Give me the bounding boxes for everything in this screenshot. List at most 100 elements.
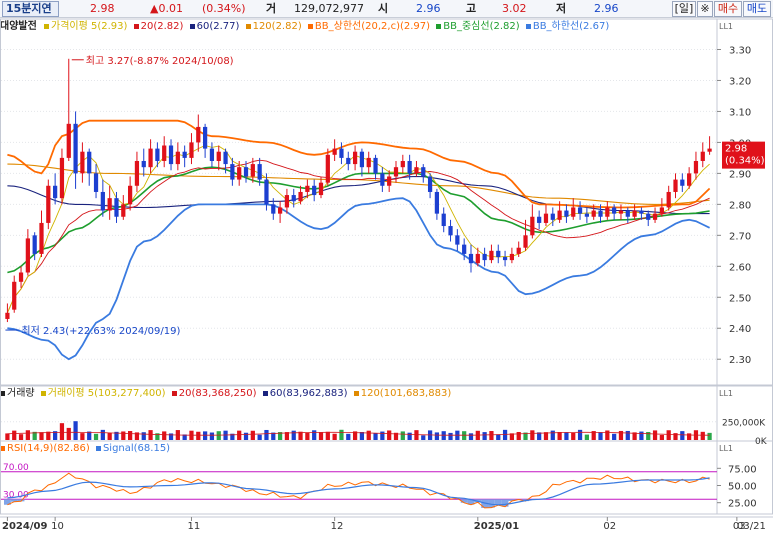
candle-body <box>359 151 365 168</box>
price-change: ▲0.01 <box>150 2 183 15</box>
open-label: 시 <box>378 2 389 15</box>
legend-rsi: RSI(14,9)(82.86) <box>0 443 90 454</box>
candle-body <box>141 160 146 168</box>
volume-bar <box>639 431 644 440</box>
candle-body <box>155 148 160 161</box>
candle-body <box>659 207 664 214</box>
volume-bar <box>168 433 174 440</box>
low-marker-label: 최저 2.43(+22.63% 2024/09/19) <box>21 325 180 337</box>
rsi-oversold-fill <box>467 499 475 505</box>
volume-tick-label: 0K <box>755 437 768 447</box>
volume-bar <box>325 431 330 440</box>
x-tick-label: 11 <box>187 521 200 532</box>
volume-bar <box>12 430 17 440</box>
candle-body <box>680 179 685 186</box>
candle-body <box>571 207 576 217</box>
stock-name: 대양발전 <box>0 21 37 32</box>
candle-body <box>346 157 351 165</box>
candle-body <box>271 204 276 214</box>
candle-body <box>400 160 405 168</box>
ma20-line <box>6 159 710 313</box>
volume-label: 거 <box>266 2 277 15</box>
volume-bar <box>243 432 249 440</box>
interval-dropdown[interactable]: 15분지연 <box>2 1 59 17</box>
candle-body <box>312 185 317 196</box>
candle-body <box>339 148 344 158</box>
legend-swatch <box>525 23 531 29</box>
volume-bar <box>121 431 126 440</box>
legend-swatch <box>0 445 5 451</box>
volume-bar <box>400 431 405 440</box>
sell-button[interactable]: 매도 <box>743 1 771 17</box>
x-last-date-label: 03/21 <box>737 521 766 532</box>
candle-body <box>468 253 474 264</box>
volume-bar <box>312 430 317 440</box>
price-change-pct: (0.34%) <box>202 2 246 15</box>
volume-ma20-line <box>7 431 710 436</box>
volume-bar <box>162 431 167 440</box>
candle-body <box>509 253 515 261</box>
volume-bar <box>155 433 160 440</box>
volume-bar <box>100 429 105 440</box>
price-legend: 대양발전 가격이평 5(2.93) 20(2.82) 60(2.77) 120(… <box>0 19 612 34</box>
volume-bar <box>707 432 712 440</box>
legend-swatch <box>95 445 101 451</box>
candle-body <box>393 167 399 177</box>
volume-bar <box>516 431 521 440</box>
candle-body <box>284 195 290 208</box>
candle-body <box>39 222 44 254</box>
legend-swatch <box>245 23 251 29</box>
candle-body <box>59 157 65 199</box>
volume-bar <box>230 433 235 440</box>
volume-bar <box>339 429 344 440</box>
candle-body <box>482 253 487 261</box>
legend-signal: Signal(68.15) <box>95 443 170 454</box>
candle-body <box>366 157 371 168</box>
buy-button[interactable]: 매수 <box>714 1 742 17</box>
panel-corner-label: LL1 <box>719 22 733 31</box>
candle-body <box>441 213 446 227</box>
volume-bar <box>237 430 242 440</box>
legend-ma120: 120(2.82) <box>245 21 302 32</box>
candle-body <box>530 216 535 236</box>
stock-chart[interactable]: LL1LL1LL13.303.203.103.002.902.802.702.6… <box>0 18 773 533</box>
volume-bar <box>25 430 30 440</box>
candle-body <box>462 244 467 254</box>
candle-body <box>502 257 508 261</box>
candle-body <box>618 210 624 214</box>
candle-body <box>687 173 692 186</box>
legend-bb-middle: BB_중심선(2.82) <box>436 21 520 32</box>
volume-bar <box>216 431 221 440</box>
volume-bar <box>202 431 208 440</box>
panel-corner-label: LL1 <box>719 389 733 398</box>
volume-bar <box>346 433 351 440</box>
legend-swatch <box>44 23 49 29</box>
volume-bar <box>134 432 140 440</box>
candle-body <box>32 235 37 254</box>
candle-body <box>407 160 412 174</box>
candle-body <box>148 148 153 168</box>
price-tick-label: 2.90 <box>729 169 751 180</box>
candle-body <box>577 207 583 214</box>
volume-bar <box>468 433 474 440</box>
candle-body <box>53 185 58 199</box>
candle-body <box>496 250 501 258</box>
current-price-tag <box>717 141 765 169</box>
gear-icon[interactable]: ※ <box>697 1 713 17</box>
period-button[interactable]: [일] <box>672 1 696 17</box>
volume-bar <box>591 431 596 440</box>
candle-body <box>325 154 330 183</box>
volume-bar <box>373 433 378 440</box>
legend-vol-ma60: 60(83,962,883) <box>262 388 348 399</box>
candle-body <box>318 182 324 196</box>
current-price-tag-pct: (0.34%) <box>725 156 765 167</box>
volume-bar <box>482 432 487 440</box>
candle-body <box>516 247 521 254</box>
rsi-oversold-fill <box>10 499 18 502</box>
candle-body <box>298 191 303 202</box>
rsi-oversold-fill <box>494 499 502 506</box>
rsi-oversold-fill <box>17 499 25 502</box>
candle-body <box>128 185 133 205</box>
volume-bar <box>196 431 201 440</box>
volume-bar <box>128 431 133 440</box>
